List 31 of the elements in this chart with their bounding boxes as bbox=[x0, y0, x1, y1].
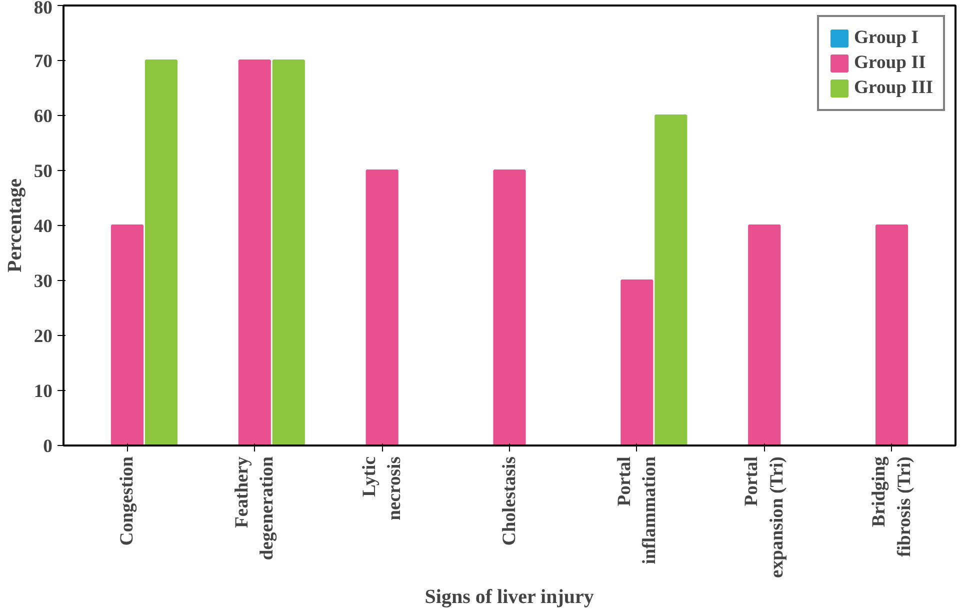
y-tick-label: 80 bbox=[34, 0, 52, 18]
bar bbox=[366, 170, 398, 446]
legend-label: Group II bbox=[854, 52, 926, 74]
x-tick-label: Congestion bbox=[116, 456, 138, 546]
y-tick-label: 0 bbox=[43, 436, 52, 457]
x-axis-title: Signs of liver injury bbox=[424, 586, 594, 608]
y-tick-label: 20 bbox=[34, 326, 52, 347]
y-tick-label: 10 bbox=[34, 381, 52, 402]
bar bbox=[620, 280, 654, 446]
y-tick-label: 50 bbox=[34, 161, 52, 182]
bar bbox=[144, 60, 178, 446]
x-tick-label: Portal inflammation bbox=[614, 456, 660, 564]
bar bbox=[493, 170, 526, 446]
legend-label: Group I bbox=[854, 27, 918, 49]
x-tick-label: Lytic necrosis bbox=[358, 456, 406, 520]
y-tick-label: 30 bbox=[34, 271, 52, 292]
x-tick-label: Bridging fibrosis (Tri) bbox=[868, 456, 915, 557]
y-tick-label: 70 bbox=[34, 51, 52, 72]
y-tick-label: 60 bbox=[34, 106, 52, 127]
y-tick-label: 40 bbox=[34, 216, 52, 237]
bar bbox=[748, 224, 781, 446]
legend-label: Group III bbox=[854, 77, 933, 99]
bar bbox=[238, 60, 271, 446]
y-axis-title: Percentage bbox=[4, 178, 26, 273]
x-tick-label: Feathery degeneration bbox=[232, 456, 278, 560]
x-tick-label: Cholestasis bbox=[499, 456, 520, 546]
x-tick-label: Portal expansion (Tri) bbox=[741, 456, 788, 578]
bar bbox=[272, 60, 305, 446]
bar bbox=[110, 224, 144, 446]
bar bbox=[654, 114, 688, 446]
bar bbox=[875, 224, 908, 446]
